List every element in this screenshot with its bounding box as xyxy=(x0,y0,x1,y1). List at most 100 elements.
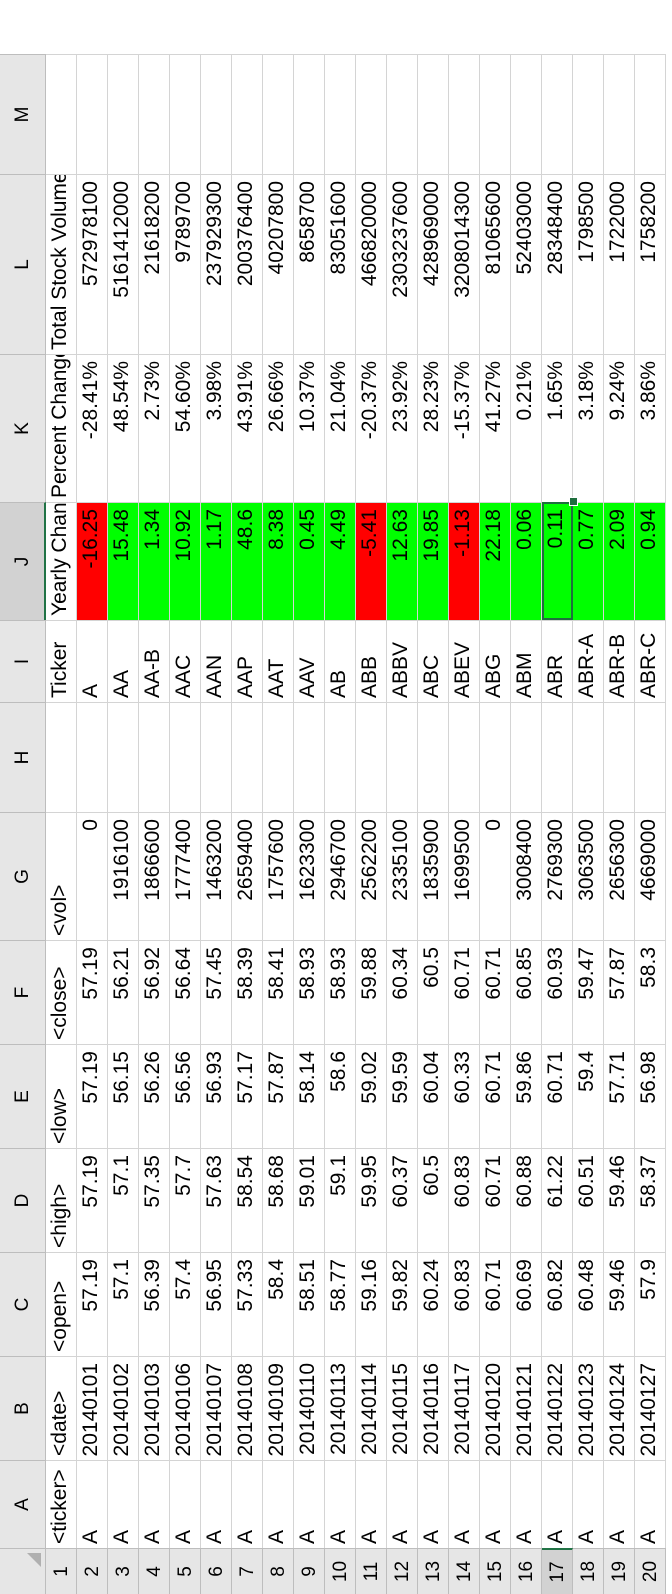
data-cell-j16[interactable]: 0.06 xyxy=(511,502,542,620)
column-header-k[interactable]: K xyxy=(0,354,46,502)
data-cell-k18[interactable]: 3.18% xyxy=(573,354,604,502)
data-cell-h6[interactable] xyxy=(201,702,232,812)
data-cell-e5[interactable]: 56.56 xyxy=(170,1044,201,1148)
header-cell-d1[interactable]: <high> xyxy=(46,1148,77,1252)
data-cell-f3[interactable]: 56.21 xyxy=(108,940,139,1044)
data-cell-e4[interactable]: 56.26 xyxy=(139,1044,170,1148)
data-cell-i7[interactable]: AAP xyxy=(232,620,263,702)
data-cell-b13[interactable]: 20140116 xyxy=(418,1356,449,1460)
data-cell-l18[interactable]: 1798500 xyxy=(573,174,604,354)
data-cell-a4[interactable]: A xyxy=(139,1460,170,1548)
data-cell-c20[interactable]: 57.9 xyxy=(635,1252,666,1356)
data-cell-h12[interactable] xyxy=(387,702,418,812)
active-cell-j17[interactable]: 0.11 xyxy=(542,502,573,620)
data-cell-j20[interactable]: 0.94 xyxy=(635,502,666,620)
data-cell-k14[interactable]: -15.37% xyxy=(449,354,480,502)
data-cell-i8[interactable]: AAT xyxy=(263,620,294,702)
data-cell-d14[interactable]: 60.83 xyxy=(449,1148,480,1252)
data-cell-j11[interactable]: -5.41 xyxy=(356,502,387,620)
data-cell-k15[interactable]: 41.27% xyxy=(480,354,511,502)
data-cell-g6[interactable]: 1463200 xyxy=(201,812,232,940)
data-cell-b2[interactable]: 20140101 xyxy=(77,1356,108,1460)
header-cell-f1[interactable]: <close> xyxy=(46,940,77,1044)
data-cell-e13[interactable]: 60.04 xyxy=(418,1044,449,1148)
column-header-g[interactable]: G xyxy=(0,812,46,940)
data-cell-j14[interactable]: -1.13 xyxy=(449,502,480,620)
data-cell-b5[interactable]: 20140106 xyxy=(170,1356,201,1460)
data-cell-c11[interactable]: 59.16 xyxy=(356,1252,387,1356)
data-cell-b8[interactable]: 20140109 xyxy=(263,1356,294,1460)
data-cell-k9[interactable]: 10.37% xyxy=(294,354,325,502)
data-cell-j8[interactable]: 8.38 xyxy=(263,502,294,620)
data-cell-d18[interactable]: 60.51 xyxy=(573,1148,604,1252)
data-cell-f4[interactable]: 56.92 xyxy=(139,940,170,1044)
data-cell-a10[interactable]: A xyxy=(325,1460,356,1548)
data-cell-l13[interactable]: 428969000 xyxy=(418,174,449,354)
row-header-5[interactable]: 5 xyxy=(170,1548,201,1594)
data-cell-d10[interactable]: 59.1 xyxy=(325,1148,356,1252)
data-cell-b9[interactable]: 20140110 xyxy=(294,1356,325,1460)
data-cell-h5[interactable] xyxy=(170,702,201,812)
data-cell-e14[interactable]: 60.33 xyxy=(449,1044,480,1148)
data-cell-a18[interactable]: A xyxy=(573,1460,604,1548)
column-header-f[interactable]: F xyxy=(0,940,46,1044)
data-cell-h2[interactable] xyxy=(77,702,108,812)
column-header-i[interactable]: I xyxy=(0,620,46,702)
column-header-e[interactable]: E xyxy=(0,1044,46,1148)
data-cell-f7[interactable]: 58.39 xyxy=(232,940,263,1044)
data-cell-f16[interactable]: 60.85 xyxy=(511,940,542,1044)
data-cell-l19[interactable]: 1722000 xyxy=(604,174,635,354)
data-cell-h16[interactable] xyxy=(511,702,542,812)
data-cell-c6[interactable]: 56.95 xyxy=(201,1252,232,1356)
data-cell-a11[interactable]: A xyxy=(356,1460,387,1548)
data-cell-i16[interactable]: ABM xyxy=(511,620,542,702)
data-cell-b3[interactable]: 20140102 xyxy=(108,1356,139,1460)
data-cell-c2[interactable]: 57.19 xyxy=(77,1252,108,1356)
data-cell-d9[interactable]: 59.01 xyxy=(294,1148,325,1252)
header-cell-m1[interactable] xyxy=(46,54,77,174)
data-cell-j5[interactable]: 10.92 xyxy=(170,502,201,620)
data-cell-m17[interactable] xyxy=(542,54,573,174)
data-cell-i19[interactable]: ABR-B xyxy=(604,620,635,702)
data-cell-m6[interactable] xyxy=(201,54,232,174)
data-cell-j18[interactable]: 0.77 xyxy=(573,502,604,620)
data-cell-a17[interactable]: A xyxy=(542,1460,573,1548)
data-cell-m2[interactable] xyxy=(77,54,108,174)
data-cell-a12[interactable]: A xyxy=(387,1460,418,1548)
data-cell-j15[interactable]: 22.18 xyxy=(480,502,511,620)
row-header-11[interactable]: 11 xyxy=(356,1548,387,1594)
data-cell-g11[interactable]: 2562200 xyxy=(356,812,387,940)
row-header-6[interactable]: 6 xyxy=(201,1548,232,1594)
data-cell-g12[interactable]: 2335100 xyxy=(387,812,418,940)
data-cell-d17[interactable]: 61.22 xyxy=(542,1148,573,1252)
data-cell-b19[interactable]: 20140124 xyxy=(604,1356,635,1460)
data-cell-m10[interactable] xyxy=(325,54,356,174)
data-cell-m20[interactable] xyxy=(635,54,666,174)
data-cell-l8[interactable]: 40207800 xyxy=(263,174,294,354)
data-cell-i9[interactable]: AAV xyxy=(294,620,325,702)
row-header-19[interactable]: 19 xyxy=(604,1548,635,1594)
data-cell-j13[interactable]: 19.85 xyxy=(418,502,449,620)
row-header-13[interactable]: 13 xyxy=(418,1548,449,1594)
data-cell-k6[interactable]: 3.98% xyxy=(201,354,232,502)
data-cell-m9[interactable] xyxy=(294,54,325,174)
data-cell-i2[interactable]: A xyxy=(77,620,108,702)
data-cell-c4[interactable]: 56.39 xyxy=(139,1252,170,1356)
data-cell-h9[interactable] xyxy=(294,702,325,812)
data-cell-l14[interactable]: 3208014300 xyxy=(449,174,480,354)
data-cell-k20[interactable]: 3.86% xyxy=(635,354,666,502)
data-cell-k8[interactable]: 26.66% xyxy=(263,354,294,502)
data-cell-a20[interactable]: A xyxy=(635,1460,666,1548)
data-cell-i6[interactable]: AAN xyxy=(201,620,232,702)
data-cell-d4[interactable]: 57.35 xyxy=(139,1148,170,1252)
data-cell-g3[interactable]: 1916100 xyxy=(108,812,139,940)
data-cell-g4[interactable]: 1866600 xyxy=(139,812,170,940)
data-cell-j3[interactable]: 15.48 xyxy=(108,502,139,620)
row-header-12[interactable]: 12 xyxy=(387,1548,418,1594)
column-header-m[interactable]: M xyxy=(0,54,46,174)
data-cell-j9[interactable]: 0.45 xyxy=(294,502,325,620)
data-cell-h11[interactable] xyxy=(356,702,387,812)
data-cell-h14[interactable] xyxy=(449,702,480,812)
data-cell-l15[interactable]: 81065600 xyxy=(480,174,511,354)
data-cell-j7[interactable]: 48.6 xyxy=(232,502,263,620)
